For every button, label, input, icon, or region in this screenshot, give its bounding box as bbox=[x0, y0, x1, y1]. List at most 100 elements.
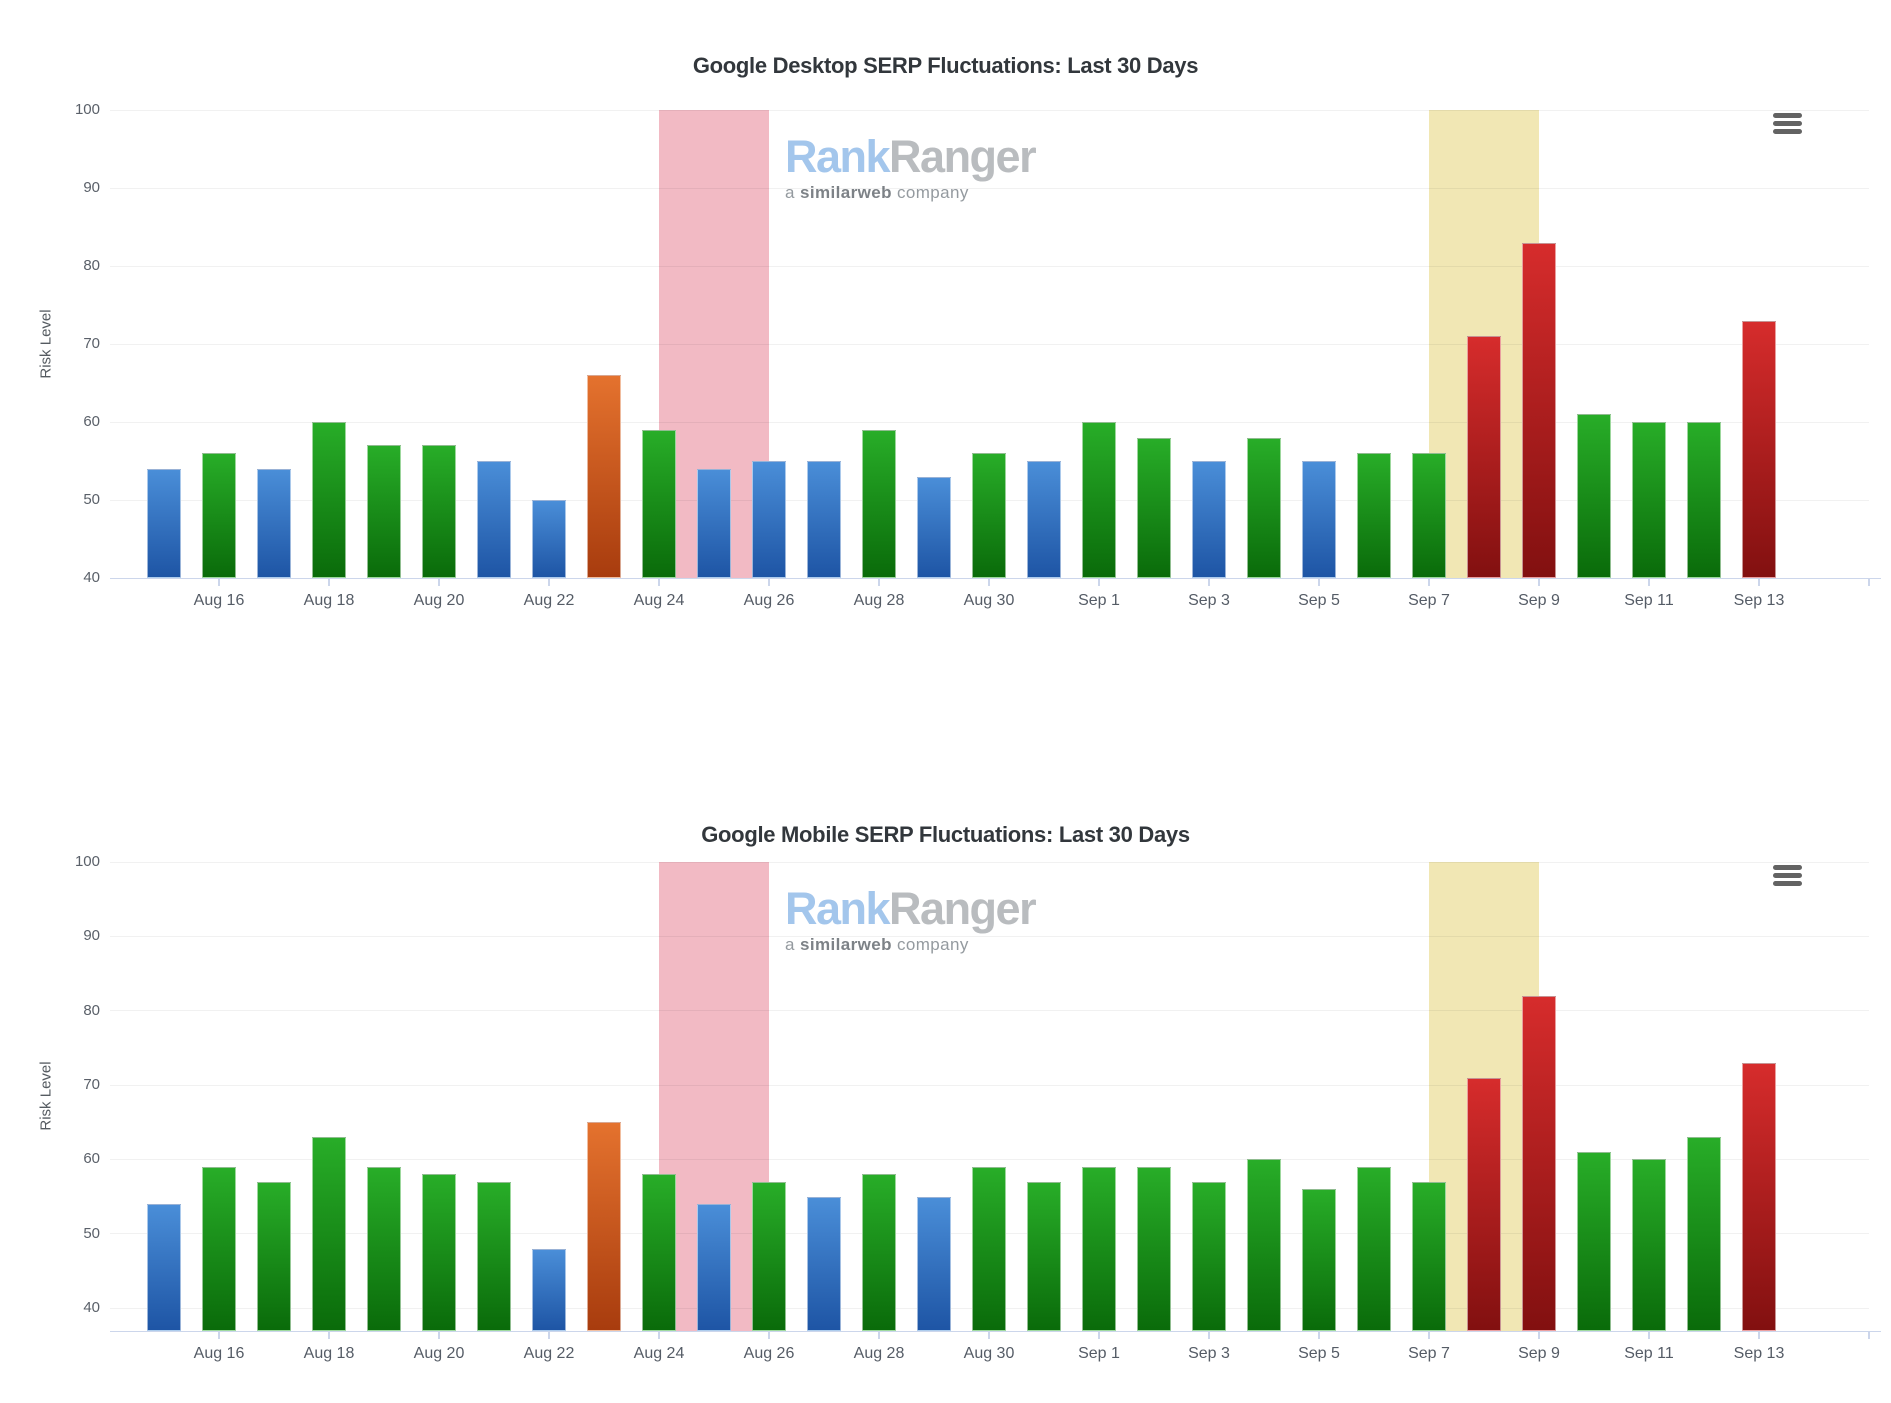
bar-sep-1[interactable] bbox=[1082, 1166, 1116, 1331]
bar-sep-2[interactable] bbox=[1137, 437, 1171, 578]
x-axis-tick bbox=[1208, 579, 1210, 586]
x-axis-line bbox=[110, 578, 1881, 579]
x-axis-tick-label: Aug 28 bbox=[853, 1345, 905, 1362]
hamburger-menu-icon[interactable] bbox=[1773, 865, 1802, 888]
x-axis-tick bbox=[988, 579, 990, 586]
bar-aug-31[interactable] bbox=[1027, 461, 1061, 578]
x-axis-tick-label: Sep 11 bbox=[1624, 592, 1674, 609]
x-axis-tick-label: Aug 18 bbox=[303, 592, 355, 609]
x-axis-tick-label: Aug 20 bbox=[413, 1345, 465, 1362]
bar-sep-11[interactable] bbox=[1632, 1159, 1666, 1331]
bar-sep-11[interactable] bbox=[1632, 422, 1666, 578]
bar-aug-29[interactable] bbox=[917, 476, 951, 578]
bar-sep-5[interactable] bbox=[1302, 461, 1336, 578]
bar-aug-30[interactable] bbox=[972, 453, 1006, 578]
x-axis-tick-label: Sep 1 bbox=[1078, 1345, 1120, 1362]
bar-aug-15[interactable] bbox=[147, 468, 181, 578]
bar-aug-25[interactable] bbox=[697, 1203, 731, 1331]
bar-sep-9[interactable] bbox=[1522, 242, 1556, 578]
y-axis-tick-label: 50 bbox=[83, 491, 100, 508]
bar-aug-30[interactable] bbox=[972, 1166, 1006, 1331]
bar-aug-17[interactable] bbox=[257, 1181, 291, 1331]
x-axis-tick-label: Aug 16 bbox=[193, 592, 245, 609]
bar-aug-22[interactable] bbox=[532, 1248, 566, 1331]
bar-aug-20[interactable] bbox=[422, 445, 456, 578]
bar-aug-28[interactable] bbox=[862, 1174, 896, 1331]
x-axis-tick bbox=[1208, 1332, 1210, 1339]
bar-aug-16[interactable] bbox=[202, 1166, 236, 1331]
x-axis-tick bbox=[988, 1332, 990, 1339]
gridline bbox=[110, 343, 1869, 345]
hamburger-menu-icon[interactable] bbox=[1773, 113, 1802, 136]
x-axis-tick bbox=[768, 579, 770, 586]
bar-aug-27[interactable] bbox=[807, 1196, 841, 1331]
bar-aug-31[interactable] bbox=[1027, 1181, 1061, 1331]
bar-sep-1[interactable] bbox=[1082, 422, 1116, 578]
x-axis-tick-label: Sep 5 bbox=[1298, 592, 1340, 609]
x-axis-tick bbox=[1648, 579, 1650, 586]
bar-sep-13[interactable] bbox=[1742, 320, 1776, 578]
watermark-rank-text: Rank bbox=[785, 883, 891, 934]
x-axis-tick-label: Aug 30 bbox=[963, 1345, 1015, 1362]
bar-sep-3[interactable] bbox=[1192, 1181, 1226, 1331]
x-axis-line bbox=[110, 1331, 1881, 1332]
bar-sep-3[interactable] bbox=[1192, 461, 1226, 578]
gridline bbox=[110, 109, 1869, 111]
bar-sep-12[interactable] bbox=[1687, 1137, 1721, 1331]
bar-aug-16[interactable] bbox=[202, 453, 236, 578]
bar-aug-18[interactable] bbox=[312, 422, 346, 578]
bar-sep-6[interactable] bbox=[1357, 453, 1391, 578]
bar-sep-4[interactable] bbox=[1247, 437, 1281, 578]
gridline bbox=[110, 935, 1869, 937]
bar-aug-23[interactable] bbox=[587, 1122, 621, 1331]
bar-aug-23[interactable] bbox=[587, 375, 621, 578]
bar-sep-10[interactable] bbox=[1577, 1151, 1611, 1331]
bar-aug-18[interactable] bbox=[312, 1137, 346, 1331]
bar-aug-19[interactable] bbox=[367, 1166, 401, 1331]
y-axis-tick-label: 40 bbox=[83, 1299, 100, 1316]
y-axis-tick-label: 50 bbox=[83, 1224, 100, 1242]
bar-aug-21[interactable] bbox=[477, 461, 511, 578]
bar-aug-26[interactable] bbox=[752, 1181, 786, 1331]
bar-aug-20[interactable] bbox=[422, 1174, 456, 1331]
x-axis-tick-label: Aug 20 bbox=[413, 592, 465, 609]
y-axis-tick-label: 90 bbox=[83, 927, 100, 945]
bar-sep-12[interactable] bbox=[1687, 422, 1721, 578]
bar-sep-4[interactable] bbox=[1247, 1159, 1281, 1331]
bar-sep-7[interactable] bbox=[1412, 453, 1446, 578]
bar-sep-5[interactable] bbox=[1302, 1189, 1336, 1331]
tagline-similarweb: similarweb bbox=[799, 935, 892, 955]
bar-aug-22[interactable] bbox=[532, 500, 566, 578]
bar-sep-8[interactable] bbox=[1467, 1077, 1501, 1331]
bar-aug-29[interactable] bbox=[917, 1196, 951, 1331]
gridline bbox=[110, 265, 1869, 267]
y-axis-tick-label: 100 bbox=[74, 101, 100, 118]
bar-aug-17[interactable] bbox=[257, 468, 291, 578]
bar-aug-25[interactable] bbox=[697, 468, 731, 578]
bar-aug-28[interactable] bbox=[862, 429, 896, 578]
bar-sep-7[interactable] bbox=[1412, 1181, 1446, 1331]
x-axis-tick bbox=[1868, 579, 1870, 586]
bar-aug-24[interactable] bbox=[642, 429, 676, 578]
watermark-ranger-text: Ranger bbox=[889, 131, 1037, 182]
bar-aug-19[interactable] bbox=[367, 445, 401, 578]
bar-aug-21[interactable] bbox=[477, 1181, 511, 1331]
bar-aug-27[interactable] bbox=[807, 461, 841, 578]
x-axis-tick bbox=[878, 1332, 880, 1339]
bar-sep-6[interactable] bbox=[1357, 1166, 1391, 1331]
bar-aug-24[interactable] bbox=[642, 1174, 676, 1331]
x-axis-tick bbox=[1648, 1332, 1650, 1339]
x-axis-tick-label: Sep 7 bbox=[1408, 592, 1450, 609]
bar-sep-8[interactable] bbox=[1467, 336, 1501, 578]
bar-sep-10[interactable] bbox=[1577, 414, 1611, 578]
x-axis-tick-label: Aug 24 bbox=[633, 592, 685, 609]
bar-sep-9[interactable] bbox=[1522, 995, 1556, 1331]
y-axis-tick-label: 80 bbox=[83, 1001, 100, 1019]
bar-sep-13[interactable] bbox=[1742, 1062, 1776, 1331]
bar-sep-2[interactable] bbox=[1137, 1166, 1171, 1331]
rankranger-watermark: RankRanger a similarweb company bbox=[785, 883, 1037, 955]
bar-aug-15[interactable] bbox=[147, 1203, 181, 1331]
x-axis-tick bbox=[1758, 1332, 1760, 1339]
bar-aug-26[interactable] bbox=[752, 461, 786, 578]
